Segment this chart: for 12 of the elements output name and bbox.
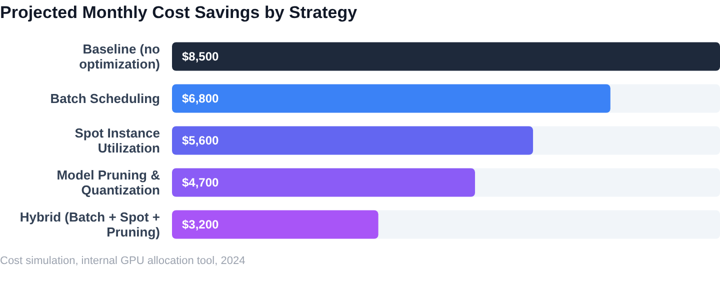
data-label: $3,200 [182,218,220,232]
text: Cost simulation, internal GPU allocation tool, 2024 [0,255,246,267]
y-tick-label: Hybrid (Batch + Spot + Pruning) [20,210,160,240]
data-label: $5,600 [182,134,220,148]
data-label: $4,700 [182,176,220,190]
data-label: $6,800 [182,92,220,106]
y-tick-label: Spot Instance Utilization [74,126,160,156]
y-tick-label: Baseline (no optimization) [79,42,160,72]
data-label: $8,500 [182,50,220,64]
y-tick-label: Model Pruning & Quantization [56,168,160,198]
chart-title: Projected Monthly Cost Savings by Strategy [0,3,358,22]
y-tick-label: Batch Scheduling [50,91,160,106]
